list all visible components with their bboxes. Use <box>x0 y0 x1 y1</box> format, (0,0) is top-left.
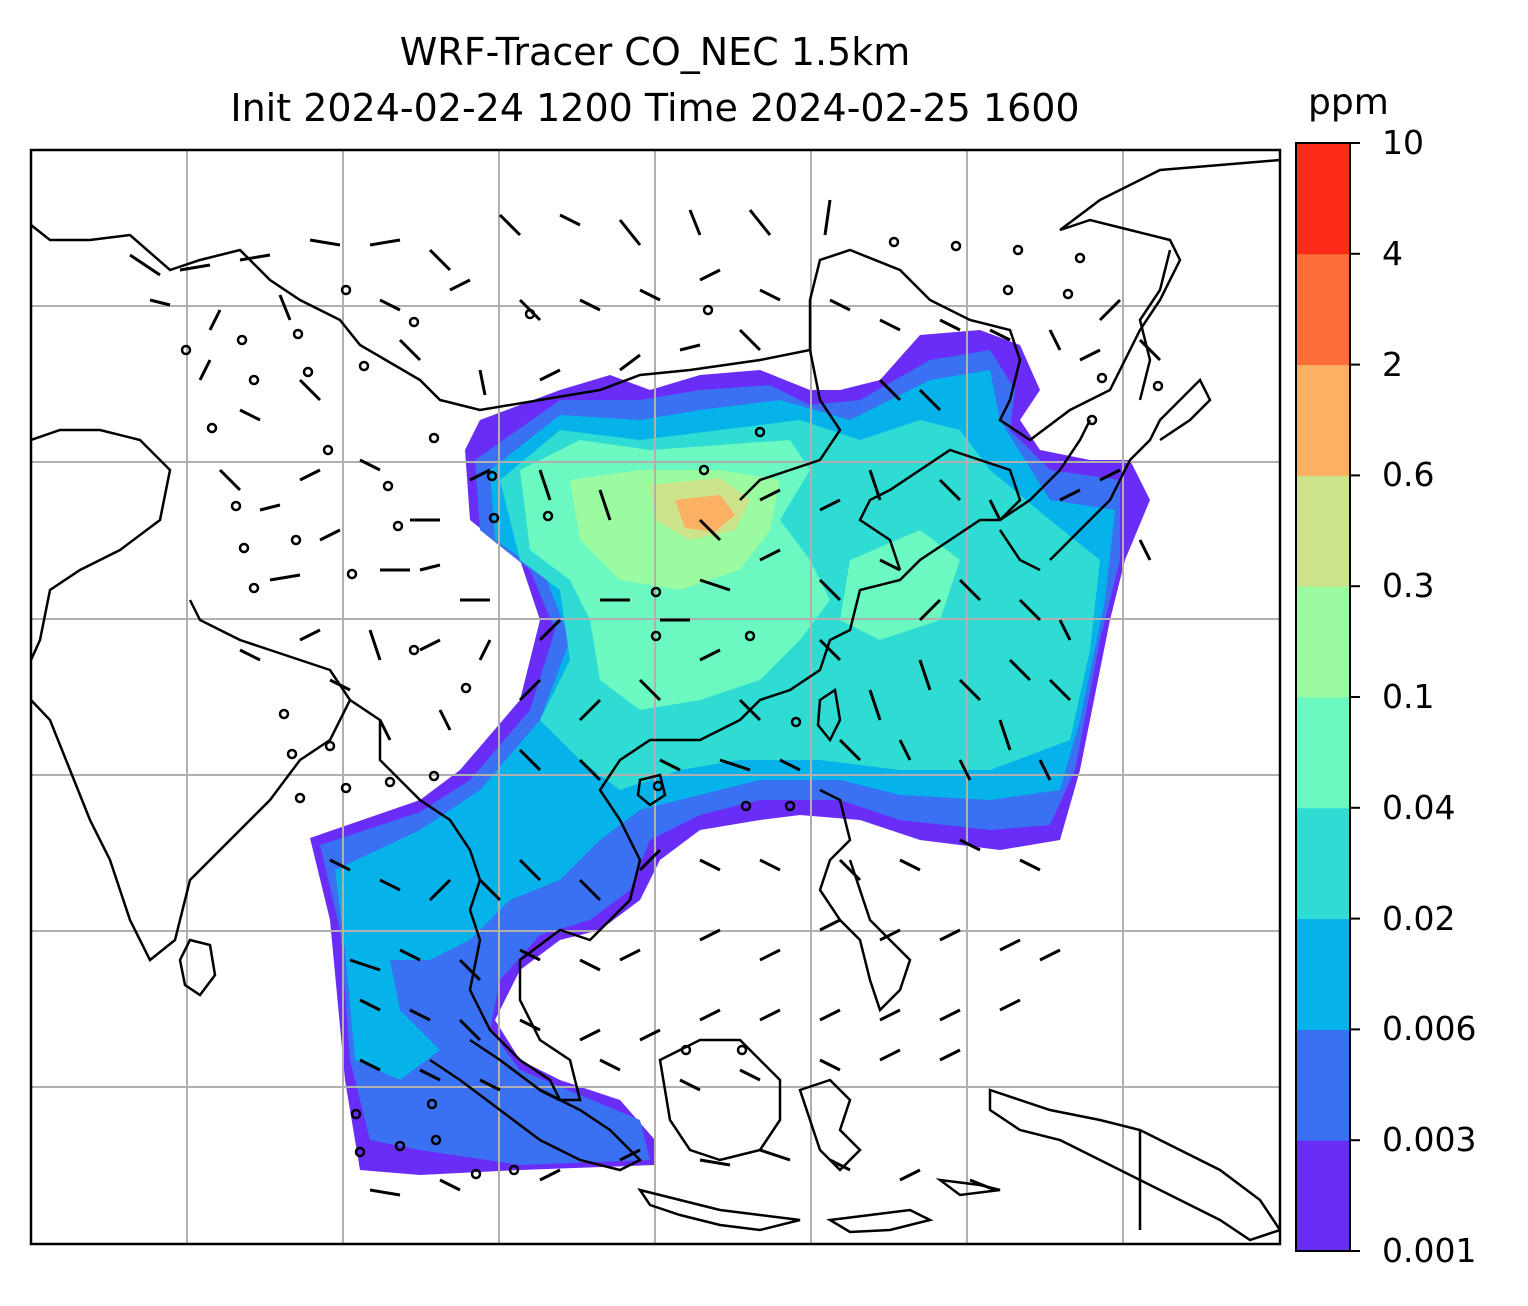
coast-sumatra <box>429 1038 643 1172</box>
coast-asia-north <box>31 158 1280 442</box>
colorbar-unit: ppm <box>1308 82 1389 123</box>
wind-barbs <box>129 199 1162 1197</box>
title-line2: Init 2024-02-24 1200 Time 2024-02-25 160… <box>230 86 1080 130</box>
colorbar-tick-label: 10 <box>1382 123 1424 162</box>
coast-borneo <box>658 1038 782 1162</box>
coast-lesser-sunda <box>826 1178 1001 1234</box>
colorbar-segment <box>1296 143 1350 255</box>
colorbar-tick-label: 0.04 <box>1382 787 1456 827</box>
coast-taiwan <box>816 687 842 743</box>
coast-japan <box>1049 249 1212 561</box>
concentration-field <box>310 330 1150 1175</box>
colorbar-tick-label: 0.6 <box>1382 455 1435 495</box>
colorbar-segment <box>1296 586 1350 698</box>
coast-sulawesi <box>798 1078 862 1172</box>
colorbar-tick-label: 0.3 <box>1382 566 1435 606</box>
colorbar-segment <box>1296 807 1350 920</box>
coast-hainan <box>636 773 667 807</box>
colorbar-segment <box>1296 475 1350 587</box>
colorbar-segment <box>1296 697 1350 809</box>
coast-china-north <box>739 349 842 501</box>
colorbar-tick-label: 2 <box>1382 344 1403 384</box>
coast-korea <box>998 419 1092 572</box>
map-frame <box>29 148 1282 1246</box>
colorbar-tick-label: 0.003 <box>1382 1120 1477 1160</box>
coast-java <box>637 1188 801 1232</box>
colorbar-tick-label: 0.001 <box>1382 1231 1477 1270</box>
colorbar-segment <box>1296 918 1350 1030</box>
colorbar-segment <box>1296 253 1350 366</box>
colorbar <box>1295 142 1360 1252</box>
colorbar-tick-label: 0.006 <box>1382 1009 1477 1049</box>
field-level-8 <box>675 495 735 532</box>
coast-srilanka <box>178 938 217 997</box>
colorbar-segment <box>1296 364 1350 476</box>
coast-india <box>31 428 352 962</box>
coast-newguinea <box>988 1088 1280 1242</box>
coast-philippines <box>818 788 912 1013</box>
colorbar-segment <box>1296 1029 1350 1141</box>
colorbar-segment <box>1296 1140 1350 1252</box>
field-level-5b <box>840 530 960 640</box>
coast-indochina <box>349 448 1022 1102</box>
colorbar-tick-label: 4 <box>1382 233 1403 273</box>
colorbar-tick-label: 0.02 <box>1382 898 1456 938</box>
colorbar-tick-label: 0.1 <box>1382 677 1435 716</box>
title-line1: WRF-Tracer CO_NEC 1.5km <box>399 30 911 74</box>
coastlines <box>31 158 1280 1242</box>
calm-circles <box>180 236 1164 1180</box>
